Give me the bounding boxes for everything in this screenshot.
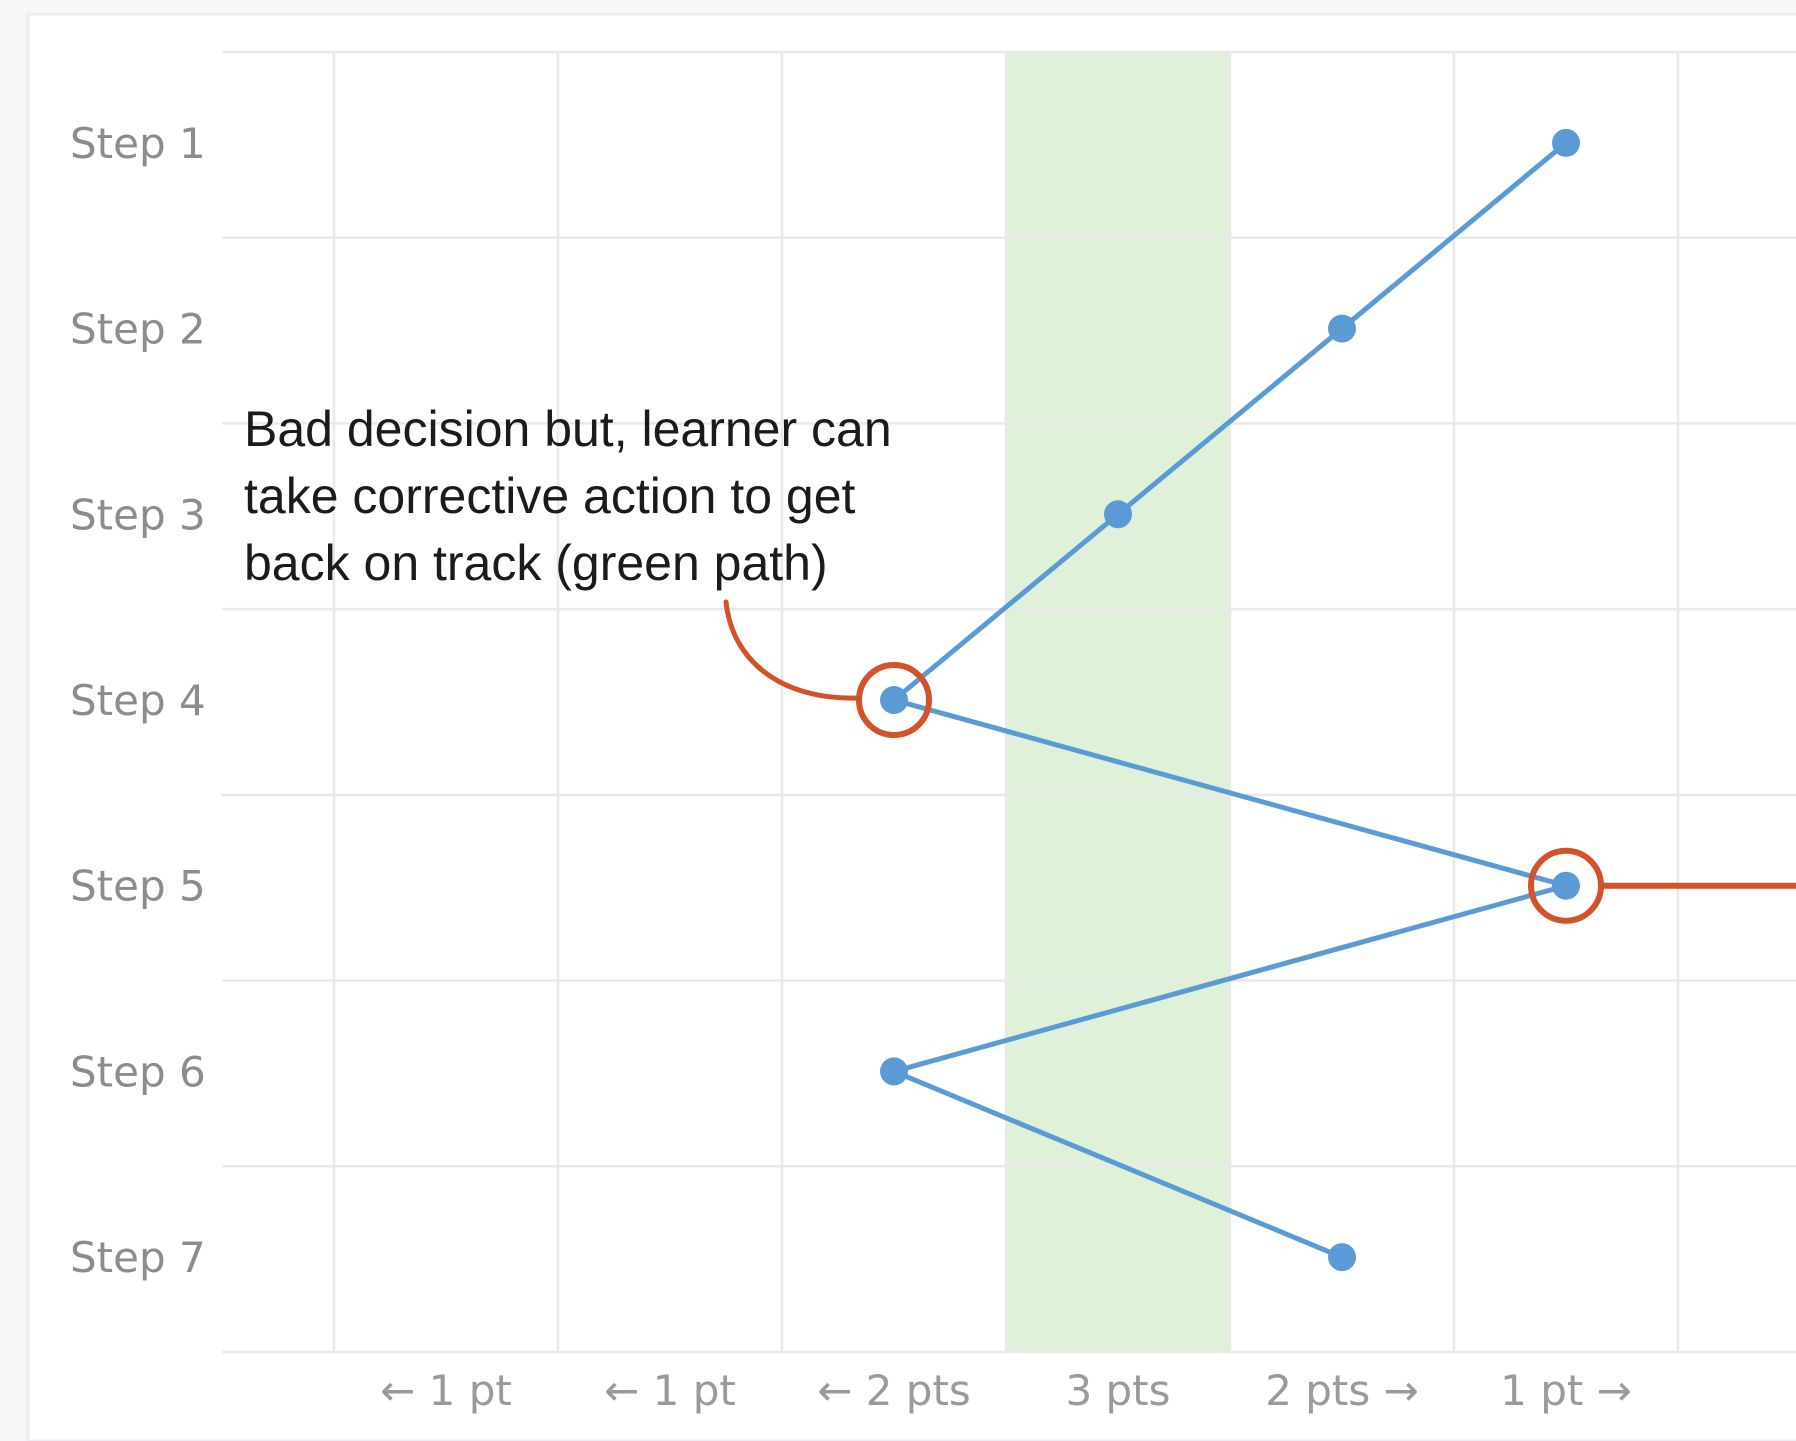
x-axis-labels: ← 1 pt ← 1 pt ← 2 pts 3 pts 2 pts → 1 pt → — [380, 1366, 1632, 1415]
data-point — [880, 1057, 908, 1086]
y-tick-label: Step 6 — [70, 1047, 206, 1096]
data-point — [1552, 128, 1580, 157]
annotation-line-1: Bad decision but, learner can — [244, 401, 892, 457]
y-tick-label: Step 7 — [70, 1233, 206, 1282]
data-point — [1104, 500, 1132, 529]
y-tick-label: Step 4 — [70, 676, 206, 725]
y-tick-label: Step 2 — [70, 305, 206, 354]
series-segment — [891, 511, 1121, 703]
x-tick-label: ← 1 pt — [604, 1366, 736, 1415]
series-segment — [891, 1068, 1345, 1260]
y-tick-label: Step 1 — [70, 119, 206, 168]
x-tick-label: ← 1 pt — [380, 1366, 512, 1415]
data-point — [1328, 314, 1356, 343]
data-point — [1552, 871, 1580, 900]
series-segment — [1115, 326, 1345, 517]
green-path-band — [1006, 52, 1230, 1352]
annotation-pointer — [723, 599, 861, 701]
x-tick-label: ← 2 pts — [817, 1366, 971, 1415]
y-tick-label: Step 5 — [70, 862, 206, 911]
y-tick-label: Step 3 — [70, 490, 206, 539]
x-tick-label: 3 pts — [1065, 1366, 1170, 1415]
y-axis-labels: Step 1 Step 2 Step 3 Step 4 Step 5 Step 6 Step… — [70, 119, 206, 1282]
series-points — [880, 128, 1580, 1272]
series-segment — [891, 697, 1569, 889]
data-point — [880, 686, 908, 714]
series-segment — [1339, 140, 1569, 332]
grid — [222, 50, 1796, 1354]
annotation-line-2: take corrective action to get — [244, 468, 856, 524]
data-point — [1328, 1243, 1356, 1272]
series-lines — [891, 140, 1569, 1260]
x-tick-label: 1 pt → — [1500, 1366, 1632, 1415]
annotation-line-3: back on track (green path) — [244, 535, 828, 591]
series-segment — [891, 883, 1569, 1074]
x-tick-label: 2 pts → — [1265, 1366, 1419, 1415]
annotation: Bad decision but, learner can take corre… — [244, 401, 892, 701]
